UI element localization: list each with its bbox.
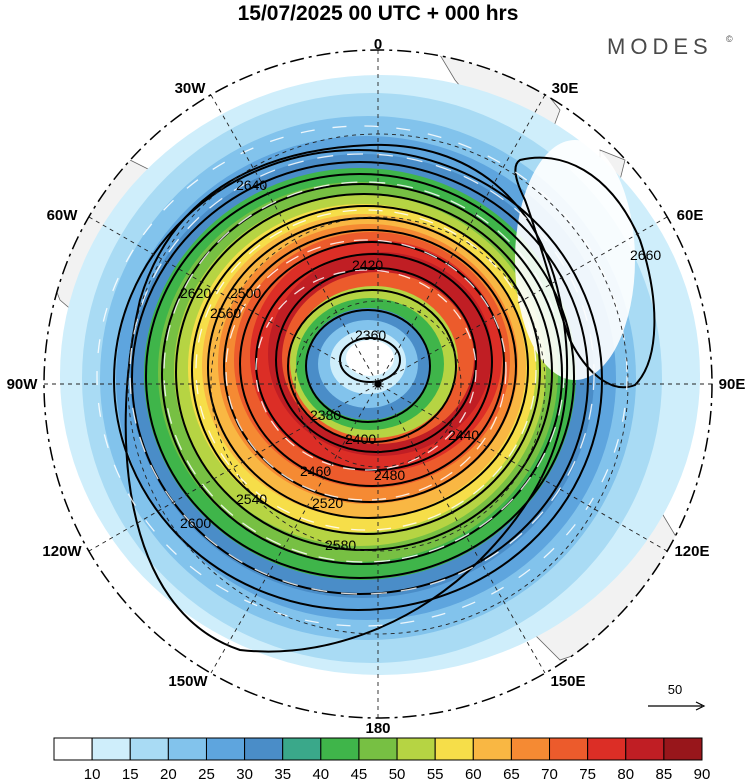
colorbar-swatch (167, 737, 207, 761)
colorbar-label: 70 (541, 766, 558, 782)
contour-2640 (124, 143, 569, 653)
south-pole-marker (374, 380, 382, 388)
map-title: 15/07/2025 00 UTC + 000 hrs (238, 2, 519, 25)
colorbar-swatch (320, 737, 360, 761)
colorbar-swatch (396, 737, 436, 761)
longitude-labels: 0 30E 60E 90E 120E 150E 180 150W 120W 90… (7, 36, 746, 737)
graticule (44, 50, 712, 718)
contour-2360 (339, 337, 401, 383)
colorbar-swatch (358, 737, 398, 761)
contour-2540 (175, 193, 553, 551)
contour-label-2520: 2520 (312, 495, 343, 511)
colorbar-swatch (434, 737, 474, 761)
copyright-mark: © (726, 34, 733, 44)
colorbar-swatch (587, 737, 627, 761)
colorbar-swatch (53, 737, 93, 761)
colorbar-label: 50 (389, 766, 406, 782)
colorbar-label: 75 (579, 766, 596, 782)
colorbar-label: 15 (122, 766, 139, 782)
lon-label-60w: 60W (47, 207, 79, 224)
height-contours (113, 143, 656, 653)
reference-vector-value: 50 (668, 682, 682, 697)
lon-label-90w: 90W (7, 376, 39, 393)
contour-label-2400: 2400 (345, 431, 376, 447)
colorbar-swatch (663, 737, 703, 761)
colorbar-label: 40 (312, 766, 329, 782)
contour-label-2480: 2480 (374, 467, 405, 483)
colorbar-label: 35 (274, 766, 291, 782)
lon-label-120w: 120W (42, 543, 82, 560)
contour-label-2660: 2660 (630, 247, 661, 263)
contour-label-2380: 2380 (310, 407, 341, 423)
colorbar-swatch (510, 737, 551, 761)
contour-label-2600: 2600 (180, 515, 211, 531)
lon-label-120e: 120E (674, 543, 709, 560)
wind-arrows (96, 125, 628, 627)
lon-label-0: 0 (374, 36, 382, 53)
contour-label-2460: 2460 (300, 463, 331, 479)
colorbar-swatch (91, 737, 131, 761)
modes-logo: MODES (607, 34, 713, 59)
contour-2520 (191, 205, 541, 535)
lon-label-60e: 60E (677, 207, 704, 224)
reference-vector: 50 (648, 682, 706, 711)
lon-label-90e: 90E (719, 376, 746, 393)
reference-vector-arrowhead (695, 701, 706, 711)
colorbar-swatch (625, 737, 665, 761)
contour-2400 (287, 289, 457, 443)
colorbar: 10 15 20 25 30 35 40 45 50 55 60 65 70 75 80 85 90 (53, 737, 711, 782)
colorbar-label: 60 (465, 766, 482, 782)
contour-label-2620: 2620 (180, 285, 211, 301)
lon-label-150w: 150W (168, 673, 208, 690)
lon-label-150e: 150E (550, 673, 585, 690)
lon-label-30w: 30W (175, 80, 207, 97)
contour-label-2640: 2640 (236, 177, 267, 193)
colorbar-label: 10 (84, 766, 101, 782)
colorbar-label: 85 (656, 766, 673, 782)
contour-2500 (207, 217, 529, 519)
contour-label-2540: 2540 (236, 491, 267, 507)
contour-2480 (223, 229, 517, 503)
colorbar-label: 30 (236, 766, 253, 782)
contour-label-2560: 2560 (210, 305, 241, 321)
colorbar-swatch (549, 737, 589, 761)
colorbar-label: 80 (617, 766, 634, 782)
colorbar-swatch (472, 737, 512, 761)
colorbar-swatch (205, 737, 246, 761)
contour-2460 (239, 241, 505, 487)
contour-label-2500: 2500 (230, 285, 261, 301)
colorbar-label: 25 (198, 766, 215, 782)
colorbar-swatch (282, 737, 322, 761)
map-border (43, 49, 713, 719)
colorbar-swatch (129, 737, 169, 761)
contour-labels: 2360 2380 2400 2420 2440 2460 2480 2500 … (180, 177, 661, 553)
colorbar-label: 90 (694, 766, 711, 782)
colorbar-label: 45 (351, 766, 368, 782)
wind-speed-shading (60, 75, 700, 675)
contour-2560 (161, 183, 563, 565)
contour-label-2580: 2580 (325, 537, 356, 553)
contour-label-2420: 2420 (352, 257, 383, 273)
colorbar-swatch (244, 737, 284, 761)
lon-label-180: 180 (365, 720, 390, 737)
contour-2660 (514, 156, 656, 389)
colorbar-label: 65 (503, 766, 520, 782)
contour-label-2440: 2440 (448, 427, 479, 443)
colorbar-label: 20 (160, 766, 177, 782)
contour-label-2360: 2360 (355, 327, 386, 343)
colorbar-label: 55 (427, 766, 444, 782)
contour-2380 (305, 309, 431, 423)
lon-label-30e: 30E (552, 80, 579, 97)
contour-2600 (131, 161, 589, 595)
contour-2580 (145, 173, 575, 579)
